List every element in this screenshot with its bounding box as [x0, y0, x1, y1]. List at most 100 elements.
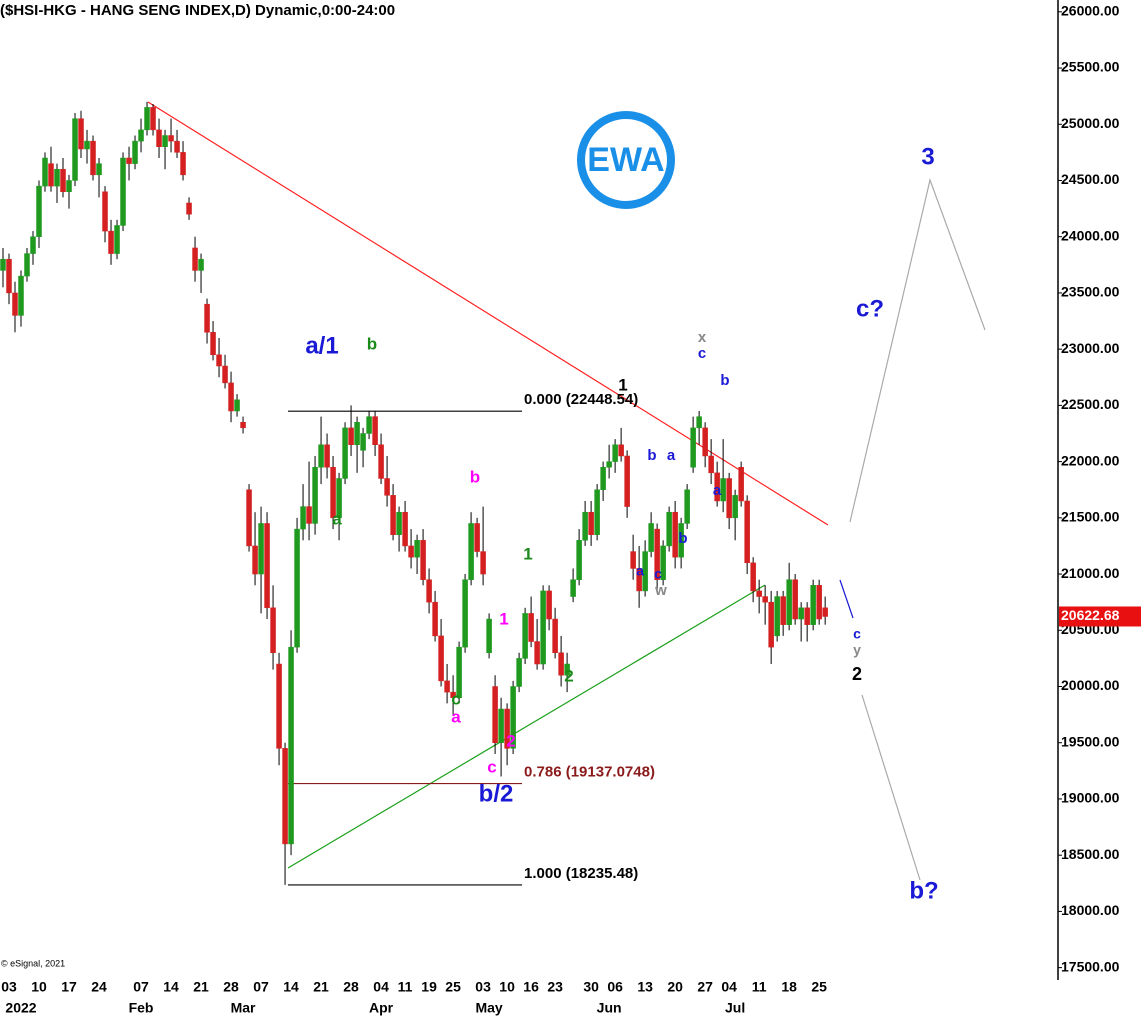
wave-label: 3 — [921, 143, 934, 170]
candle-body — [318, 444, 324, 468]
wave-label: b — [367, 334, 377, 353]
candle-body — [498, 708, 504, 743]
candle-body — [564, 663, 570, 676]
x-tick-label: 14 — [283, 979, 299, 995]
candle-body — [618, 444, 624, 457]
x-tick-label: 27 — [697, 979, 713, 995]
candle-body — [678, 523, 684, 558]
y-tick-label: 22000.00 — [1061, 452, 1120, 468]
candle-body — [294, 528, 300, 648]
x-tick-label: 06 — [607, 979, 623, 995]
candle-body — [726, 478, 732, 519]
month-label: Jun — [597, 1000, 622, 1016]
trendline-red — [147, 101, 829, 526]
candle-body — [804, 607, 810, 625]
candle-body — [792, 579, 798, 620]
candle-body — [258, 523, 264, 575]
candle-body — [636, 568, 642, 592]
candle-body — [18, 275, 24, 316]
candle-body — [102, 191, 108, 232]
candle-body — [342, 427, 348, 479]
wave-label: a — [332, 509, 342, 528]
candle-body — [630, 551, 636, 569]
candle-body — [576, 540, 582, 580]
candle-body — [648, 523, 654, 552]
candle-body — [180, 152, 186, 176]
candle-body — [732, 495, 738, 519]
projection-down — [861, 694, 921, 881]
candle-body — [534, 641, 540, 665]
candle-body — [174, 140, 180, 153]
x-tick-label: 03 — [475, 979, 491, 995]
y-tick-label: 22500.00 — [1061, 396, 1120, 412]
candle-body — [420, 540, 426, 580]
month-label: Jul — [725, 1000, 745, 1016]
wave-label: 2 — [506, 731, 515, 750]
candle-body — [594, 489, 600, 535]
candle-body — [798, 607, 804, 620]
candle-body — [198, 258, 204, 271]
candle-body — [276, 663, 282, 749]
fib-label: 1.000 (18235.48) — [524, 865, 638, 882]
candle-body — [360, 433, 366, 451]
x-tick-label: 07 — [133, 979, 149, 995]
candle-body — [522, 613, 528, 659]
candle-body — [150, 107, 156, 131]
candle-body — [336, 478, 342, 519]
candle-body — [684, 489, 690, 524]
candle-body — [210, 332, 216, 356]
x-tick-label: 21 — [193, 979, 209, 995]
candle-body — [822, 607, 828, 617]
wave-label: w — [654, 582, 667, 599]
x-tick-label: 10 — [31, 979, 47, 995]
month-label: Feb — [129, 1000, 154, 1016]
candle-body — [60, 168, 66, 192]
y-tick-label: 23500.00 — [1061, 284, 1120, 300]
wave-label: x — [698, 329, 707, 346]
candle-body — [612, 444, 618, 462]
candle-body — [246, 489, 252, 547]
candle-body — [42, 157, 48, 187]
candle-body — [546, 590, 552, 620]
candle-body — [306, 506, 312, 524]
candle-body — [780, 596, 786, 625]
candle-body — [756, 590, 762, 597]
candle-body — [78, 118, 84, 150]
candle-body — [558, 652, 564, 676]
candle-body — [588, 511, 594, 535]
wave-label: c — [698, 345, 706, 362]
wave-label: b — [647, 447, 656, 464]
month-label: May — [475, 1000, 502, 1016]
candle-body — [270, 607, 276, 654]
candle-body — [570, 579, 576, 597]
wave-label: a — [636, 563, 644, 579]
candle-body — [372, 416, 378, 445]
candle-body — [702, 427, 708, 457]
wave-label: b? — [909, 877, 938, 904]
x-tick-label: 19 — [421, 979, 437, 995]
candle-body — [474, 523, 480, 552]
wave-label: a/1 — [305, 332, 338, 359]
candle-body — [282, 748, 288, 845]
y-tick-label: 25500.00 — [1061, 59, 1120, 75]
x-tick-label: 13 — [637, 979, 653, 995]
candle-body — [720, 478, 726, 502]
candle-body — [330, 466, 336, 519]
candle-body — [126, 157, 132, 164]
wave-label: b — [720, 372, 729, 389]
candle-body — [750, 562, 756, 592]
candle-body — [252, 545, 258, 575]
candle-body — [816, 585, 822, 620]
month-label: Mar — [231, 1000, 256, 1016]
x-tick-label: 07 — [253, 979, 269, 995]
candle-body — [234, 399, 240, 412]
candle-body — [90, 140, 96, 176]
candle-body — [390, 495, 396, 535]
candle-body — [72, 118, 78, 181]
candle-body — [456, 646, 462, 699]
candle-body — [132, 140, 138, 164]
candle-body — [0, 258, 6, 271]
candle-body — [222, 365, 228, 384]
y-tick-label: 24000.00 — [1061, 227, 1120, 243]
wave-label: a — [713, 482, 722, 499]
